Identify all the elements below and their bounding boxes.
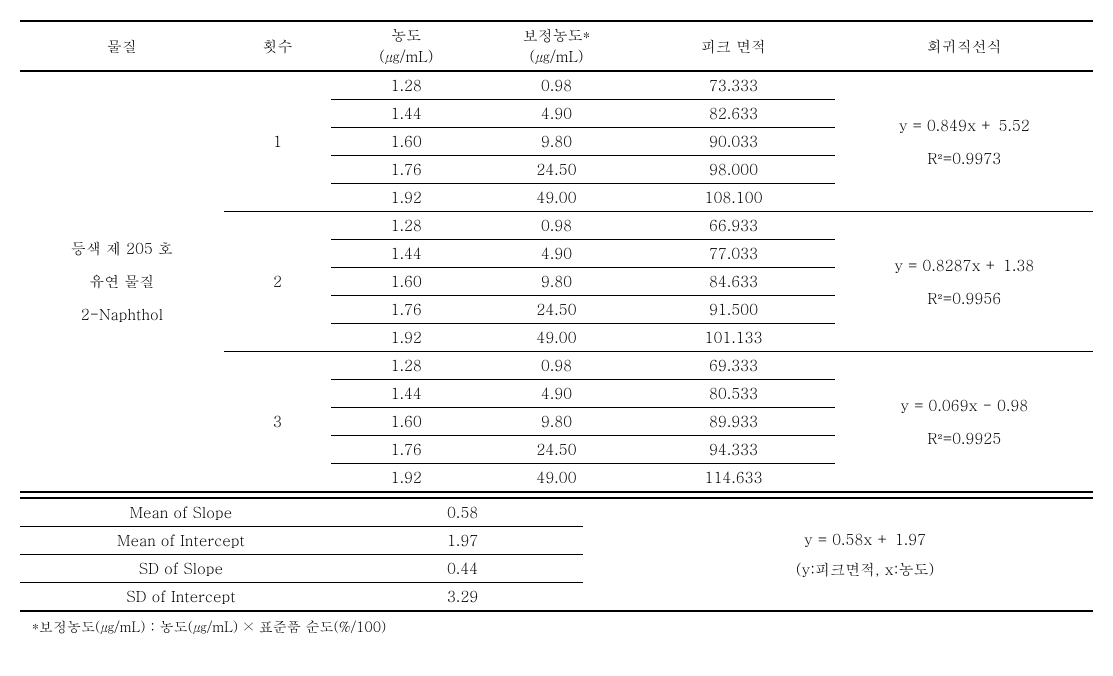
conc-cell: 1.44 — [331, 100, 481, 128]
conc-cell: 1.92 — [331, 184, 481, 212]
corr-cell: 24.50 — [481, 156, 631, 184]
header-count: 횟수 — [224, 21, 331, 71]
header-conc-unit: (㎍/mL) — [379, 46, 433, 67]
regression-cell: y = 0.849x + 5.52 R²=0.9973 — [835, 71, 1093, 212]
summary-body: Mean of Slope0.58 y = 0.58x + 1.97 (y:피크면적… — [20, 498, 1093, 611]
trial-number-cell: 1 — [224, 71, 331, 212]
regression-r2: R²=0.9925 — [927, 428, 1001, 449]
conc-cell: 1.60 — [331, 268, 481, 296]
corr-cell: 0.98 — [481, 212, 631, 240]
summary-desc: (y:피크면적, x:농도) — [796, 559, 935, 580]
regression-cell: y = 0.8287x + 1.38 R²=0.9956 — [835, 212, 1093, 352]
conc-cell: 1.28 — [331, 71, 481, 100]
conc-cell: 1.44 — [331, 240, 481, 268]
header-material: 물질 — [20, 21, 224, 71]
summary-table: Mean of Slope0.58 y = 0.58x + 1.97 (y:피크면적… — [20, 497, 1093, 612]
summary-value: 1.97 — [342, 527, 583, 555]
conc-cell: 1.92 — [331, 464, 481, 493]
conc-cell: 1.44 — [331, 380, 481, 408]
material-line1: 등색 제 205 호 — [71, 238, 173, 259]
peak-cell: 69.333 — [632, 352, 836, 380]
regression-equation: y = 0.849x + 5.52 — [899, 115, 1030, 136]
conc-cell: 1.92 — [331, 324, 481, 352]
peak-cell: 77.033 — [632, 240, 836, 268]
summary-label: Mean of Slope — [20, 498, 342, 527]
trial-number-cell: 3 — [224, 352, 331, 493]
corr-cell: 24.50 — [481, 436, 631, 464]
peak-cell: 108.100 — [632, 184, 836, 212]
summary-equation: y = 0.58x + 1.97 — [804, 529, 926, 550]
peak-cell: 90.033 — [632, 128, 836, 156]
header-conc: 농도 (㎍/mL) — [331, 21, 481, 71]
header-corr-label: 보정농도* — [523, 25, 591, 46]
regression-r2: R²=0.9956 — [927, 288, 1001, 309]
conc-cell: 1.60 — [331, 408, 481, 436]
corr-cell: 49.00 — [481, 184, 631, 212]
corr-cell: 49.00 — [481, 324, 631, 352]
corr-cell: 9.80 — [481, 128, 631, 156]
corr-cell: 4.90 — [481, 380, 631, 408]
material-line2: 유연 물질 — [89, 271, 154, 292]
peak-cell: 84.633 — [632, 268, 836, 296]
material-line3: 2-Naphthol — [81, 304, 163, 325]
regression-equation: y = 0.8287x + 1.38 — [894, 255, 1034, 276]
summary-label: SD of Slope — [20, 555, 342, 583]
regression-cell: y = 0.069x - 0.98 R²=0.9925 — [835, 352, 1093, 493]
peak-cell: 91.500 — [632, 296, 836, 324]
header-row: 물질 횟수 농도 (㎍/mL) 보정농도* (㎍/mL) 피크 면적 회귀직선식 — [20, 21, 1093, 71]
conc-cell: 1.28 — [331, 352, 481, 380]
corr-cell: 9.80 — [481, 268, 631, 296]
header-peak: 피크 면적 — [632, 21, 836, 71]
corr-cell: 0.98 — [481, 71, 631, 100]
summary-row: Mean of Slope0.58y = 0.58x + 1.97(y:피크면적… — [20, 498, 1093, 527]
summary-label: Mean of Intercept — [20, 527, 342, 555]
peak-cell: 73.333 — [632, 71, 836, 100]
header-conc-label: 농도 — [391, 25, 421, 46]
summary-spacer — [583, 498, 637, 611]
summary-value: 3.29 — [342, 583, 583, 612]
table-header: 물질 횟수 농도 (㎍/mL) 보정농도* (㎍/mL) 피크 면적 회귀직선식 — [20, 21, 1093, 71]
header-regression: 회귀직선식 — [835, 21, 1093, 71]
regression-equation: y = 0.069x - 0.98 — [900, 395, 1028, 416]
peak-cell: 114.633 — [632, 464, 836, 493]
conc-cell: 1.76 — [331, 436, 481, 464]
material-cell: 등색 제 205 호유연 물질 2-Naphthol — [20, 71, 224, 492]
table-container: 물질 횟수 농도 (㎍/mL) 보정농도* (㎍/mL) 피크 면적 회귀직선식… — [20, 20, 1093, 640]
corr-cell: 4.90 — [481, 240, 631, 268]
header-corr-unit: (㎍/mL) — [529, 46, 583, 67]
summary-value: 0.58 — [342, 498, 583, 527]
corr-cell: 49.00 — [481, 464, 631, 493]
corr-cell: 9.80 — [481, 408, 631, 436]
corr-cell: 0.98 — [481, 352, 631, 380]
peak-cell: 66.933 — [632, 212, 836, 240]
summary-value: 0.44 — [342, 555, 583, 583]
peak-cell: 89.933 — [632, 408, 836, 436]
header-corr: 보정농도* (㎍/mL) — [481, 21, 631, 71]
trial-number-cell: 2 — [224, 212, 331, 352]
conc-cell: 1.76 — [331, 156, 481, 184]
corr-cell: 24.50 — [481, 296, 631, 324]
table-row: 등색 제 205 호유연 물질2-Naphthol11.280.9873.333… — [20, 71, 1093, 100]
footnote-text: *보정농도(㎍/mL) : 농도(㎍/mL) × 표준품 순도(%/100) — [20, 612, 1093, 640]
peak-cell: 80.533 — [632, 380, 836, 408]
summary-regression: y = 0.58x + 1.97 (y:피크면적, x:농도) — [637, 498, 1093, 611]
peak-cell: 98.000 — [632, 156, 836, 184]
conc-cell: 1.28 — [331, 212, 481, 240]
conc-cell: 1.76 — [331, 296, 481, 324]
peak-cell: 94.333 — [632, 436, 836, 464]
table-body: 등색 제 205 호유연 물질2-Naphthol11.280.9873.333… — [20, 71, 1093, 492]
corr-cell: 4.90 — [481, 100, 631, 128]
conc-cell: 1.60 — [331, 128, 481, 156]
peak-cell: 82.633 — [632, 100, 836, 128]
regression-r2: R²=0.9973 — [927, 148, 1001, 169]
summary-label: SD of Intercept — [20, 583, 342, 612]
main-data-table: 물질 횟수 농도 (㎍/mL) 보정농도* (㎍/mL) 피크 면적 회귀직선식… — [20, 20, 1093, 493]
peak-cell: 101.133 — [632, 324, 836, 352]
